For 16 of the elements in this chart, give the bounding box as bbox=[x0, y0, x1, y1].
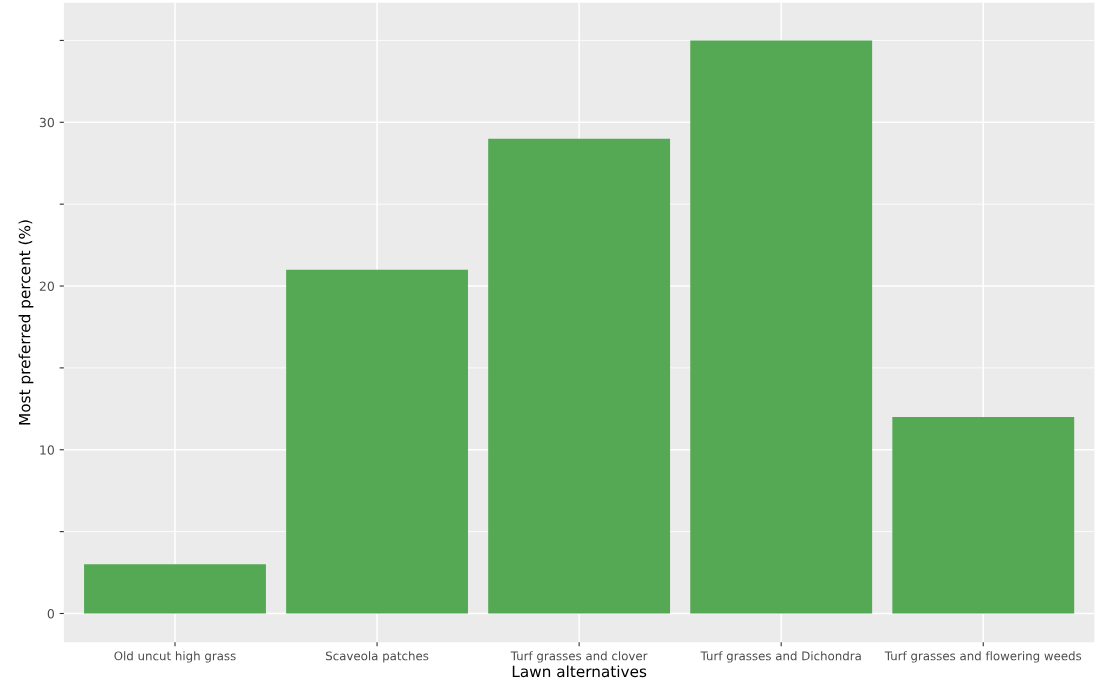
y-axis-title: Most preferred percent (%) bbox=[18, 220, 34, 425]
bar bbox=[488, 138, 671, 614]
x-axis-title: Lawn alternatives bbox=[512, 665, 647, 678]
x-tick-label: Scaveola patches bbox=[325, 651, 429, 663]
bar bbox=[892, 417, 1075, 614]
x-tick-label: Turf grasses and Dichondra bbox=[700, 651, 861, 663]
x-tick-label: Old uncut high grass bbox=[114, 651, 236, 663]
x-tick-label: Turf grasses and flowering weeds bbox=[884, 651, 1082, 663]
y-tick-label: 10 bbox=[40, 445, 54, 455]
bar bbox=[286, 269, 468, 614]
x-tick-label: Turf grasses and clover bbox=[510, 651, 648, 663]
bar bbox=[690, 40, 873, 614]
y-tick-label: 0 bbox=[47, 608, 54, 619]
y-tick-label: 20 bbox=[39, 281, 54, 291]
bar bbox=[84, 564, 266, 614]
y-tick-label: 30 bbox=[39, 117, 54, 128]
